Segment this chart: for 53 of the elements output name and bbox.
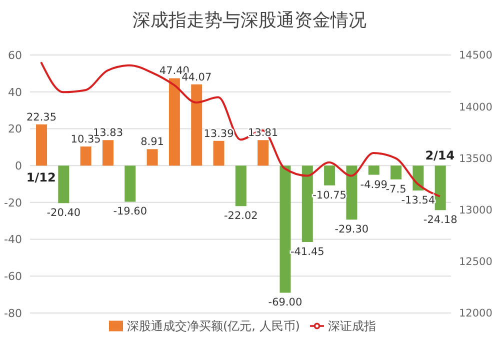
legend-label: 深股通成交净买额(亿元, 人民币) [127,319,300,333]
y-tick-label: 40 [8,86,22,99]
data-label: -69.00 [268,296,302,309]
bar [324,166,336,186]
bar [346,166,358,220]
y-tick-label: 20 [8,122,22,136]
bar [168,78,180,166]
y2-tick-label: 13500 [459,152,492,165]
bar [368,166,380,175]
data-label: 10.35 [70,134,101,146]
data-label: 13.39 [204,128,234,140]
data-label: -22.02 [224,210,258,222]
bar [302,166,313,242]
bar [213,140,224,166]
bar [258,140,269,166]
bar [124,166,136,202]
x-tick-label: 2/14 [425,148,455,163]
y2-tick-label: 14000 [459,101,492,114]
y2-tick-label: 13000 [459,204,492,217]
bar [434,166,446,210]
data-label: -20.40 [46,207,81,220]
data-label: -41.45 [290,246,324,258]
y-tick-label: 60 [8,48,22,62]
bar [191,84,202,166]
y-tick-label: 0 [15,159,22,172]
bar [36,124,47,166]
bar [146,149,158,166]
data-label: -10.75 [312,189,346,202]
data-label: -19.60 [113,206,148,218]
bar [58,166,70,204]
bar [102,140,114,166]
bar [390,166,402,180]
data-label: -13.54 [401,194,436,207]
y-tick-label: -40 [4,233,22,246]
data-label: -7.5 [386,183,406,196]
y2-tick-label: 12500 [459,256,492,268]
data-label: -4.99 [360,178,388,191]
bar [80,146,92,166]
bar [280,166,291,293]
bar [235,166,246,206]
y-tick-label: -20 [4,196,22,210]
legend-label: 深证成指 [328,319,376,333]
data-label: 8.91 [140,136,164,148]
data-label: 22.35 [26,111,57,124]
data-label: 44.07 [182,71,212,84]
y2-tick-label: 14500 [459,50,492,62]
y2-tick-label: 12000 [459,308,492,320]
x-tick-label: 1/12 [26,170,56,185]
chart-title: 深成指走势与深股通资金情况 [132,9,368,32]
data-label: -24.18 [423,214,458,226]
y-tick-label: -80 [4,306,22,320]
y-tick-label: -60 [4,270,22,284]
data-label: -29.30 [334,224,369,236]
